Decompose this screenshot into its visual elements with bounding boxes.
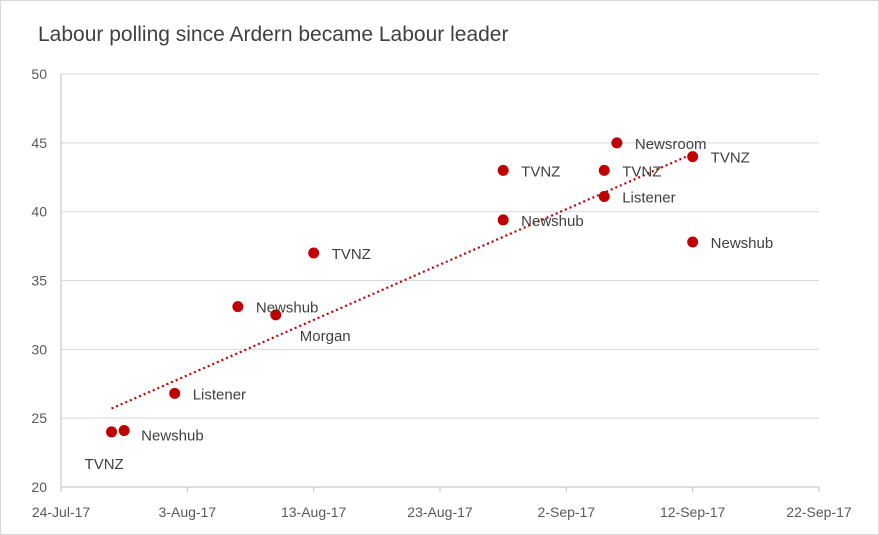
trendline-group [111, 152, 694, 410]
data-label: Listener [622, 190, 675, 207]
data-label: TVNZ [711, 150, 750, 167]
data-point [497, 164, 509, 176]
data-label: TVNZ [521, 163, 560, 180]
x-tick-label: 23-Aug-17 [407, 504, 473, 520]
y-tick-label: 40 [31, 204, 47, 220]
data-label: TVNZ [622, 163, 661, 180]
y-tick-label: 35 [31, 273, 47, 289]
data-points [106, 137, 699, 438]
data-point [232, 301, 244, 313]
data-point [169, 387, 181, 399]
data-label: Newshub [256, 300, 319, 317]
trendline [111, 152, 694, 410]
x-tick-label: 24-Jul-17 [32, 504, 91, 520]
y-tick-label: 45 [31, 135, 47, 151]
y-tick-label: 25 [31, 410, 47, 426]
data-point [611, 137, 623, 149]
data-point [118, 425, 130, 437]
chart-title: Labour polling since Ardern became Labou… [38, 23, 508, 46]
y-tick-label: 30 [31, 341, 47, 357]
data-point [687, 236, 699, 248]
data-point [270, 309, 282, 321]
point-labels: TVNZ Newshub Listener Newshub Morgan TVNZ TVNZ… [85, 136, 774, 473]
x-tick-label: 13-Aug-17 [281, 504, 347, 520]
x-tick-label: 12-Sep-17 [660, 504, 726, 520]
x-tick-label: 3-Aug-17 [159, 504, 217, 520]
x-tick-label: 22-Sep-17 [786, 504, 852, 520]
data-point [308, 247, 320, 259]
y-tick-label: 50 [31, 66, 47, 82]
data-label: Newsroom [635, 136, 707, 153]
data-label: Morgan [300, 328, 351, 345]
data-point [598, 191, 610, 203]
data-label: TVNZ [85, 456, 124, 473]
data-label: TVNZ [332, 246, 371, 263]
data-point [687, 151, 699, 163]
data-label: Newshub [141, 428, 204, 445]
data-point [106, 426, 118, 438]
gridlines [61, 73, 819, 419]
data-label: Newshub [521, 213, 584, 230]
data-point [598, 164, 610, 176]
data-label: Listener [193, 386, 246, 403]
x-tick-label: 2-Sep-17 [538, 504, 596, 520]
y-tick-label: 20 [31, 479, 47, 495]
axes: 20 25 30 35 40 45 50 24-Jul-17 3-Aug-17 13-Aug-17… [31, 66, 851, 520]
data-point [497, 214, 509, 226]
data-label: Newshub [711, 235, 774, 252]
